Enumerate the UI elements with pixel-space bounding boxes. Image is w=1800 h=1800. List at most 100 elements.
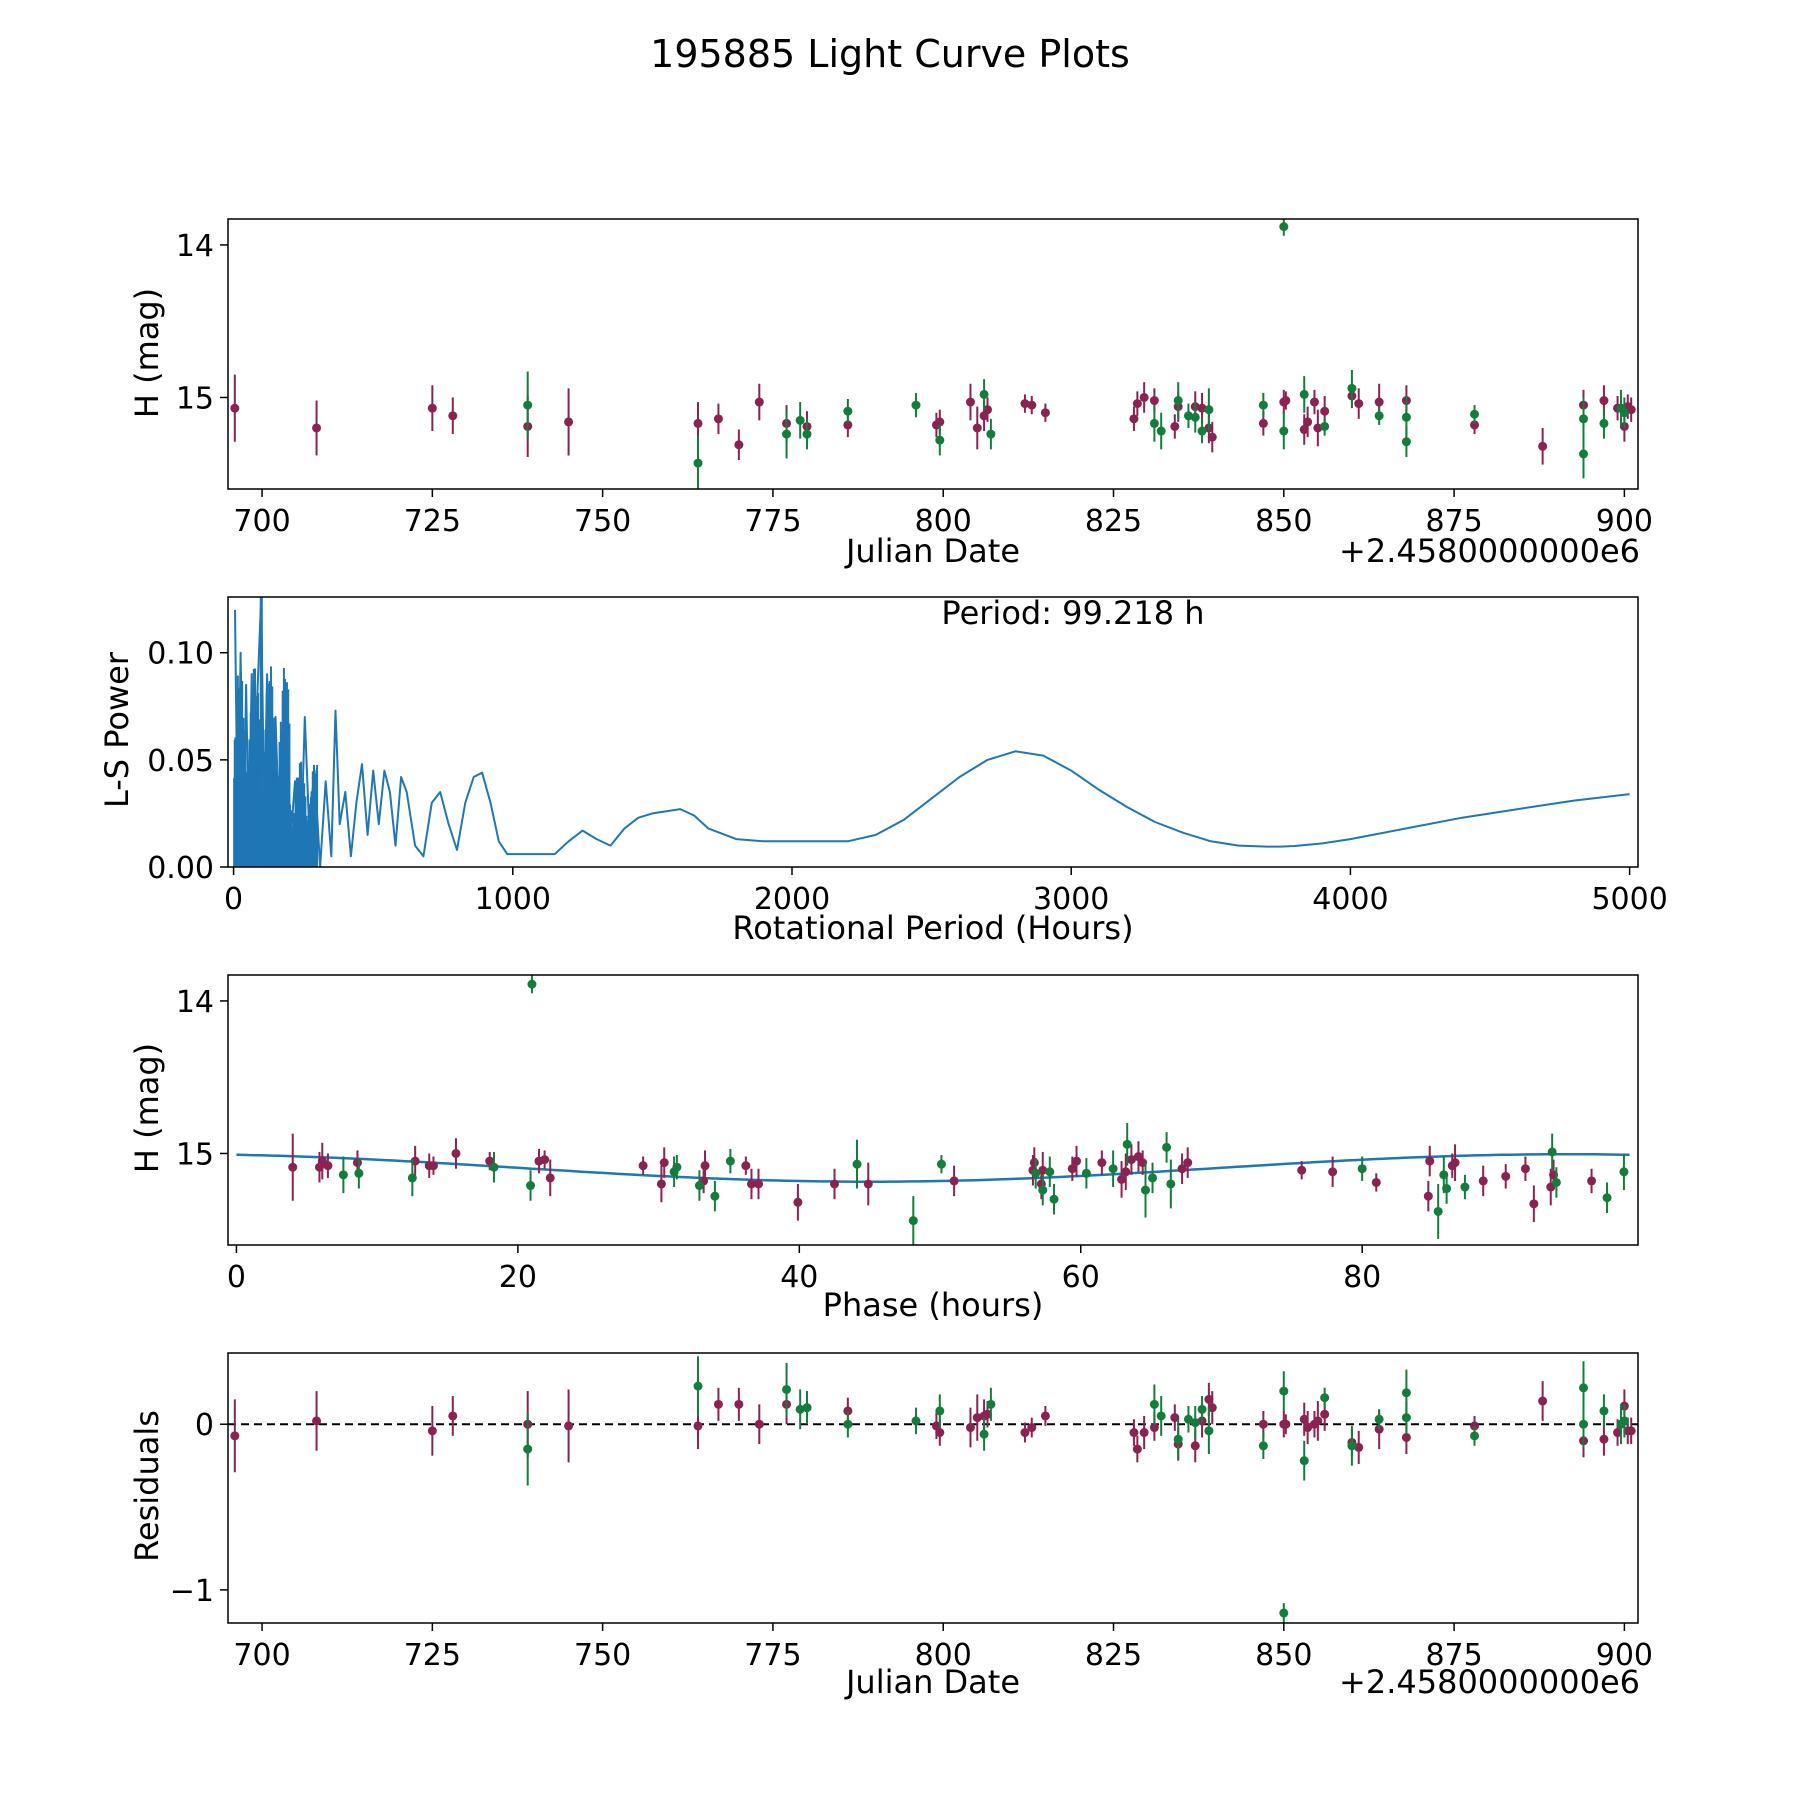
data-point xyxy=(1132,1444,1142,1454)
data-point xyxy=(908,1216,918,1226)
data-point xyxy=(935,1406,945,1416)
data-point xyxy=(1450,1158,1460,1168)
data-point xyxy=(1020,399,1030,409)
y-tick-label: 15 xyxy=(176,1137,214,1172)
data-point xyxy=(1121,1167,1131,1177)
data-point xyxy=(1538,1396,1548,1406)
data-point xyxy=(1148,1173,1158,1183)
series-filter-2 xyxy=(523,1356,1629,1623)
data-point xyxy=(1619,1416,1629,1426)
data-point xyxy=(526,1181,536,1191)
data-point xyxy=(1529,1199,1539,1209)
data-point xyxy=(1599,396,1609,406)
data-point xyxy=(312,1416,322,1426)
phased-curve-frame xyxy=(227,974,1639,1246)
data-point xyxy=(935,417,945,427)
x-tick-label: 725 xyxy=(404,1638,461,1673)
period-annotation: Period: 99.218 h xyxy=(941,594,1204,632)
data-point xyxy=(656,1179,666,1189)
data-point xyxy=(1357,1164,1367,1174)
light-curve-ylabel: H (mag) xyxy=(128,288,166,418)
data-point xyxy=(1197,426,1207,436)
data-point xyxy=(1190,1418,1200,1428)
x-tick-label: 80 xyxy=(1343,1260,1381,1295)
data-point xyxy=(713,1399,723,1409)
data-point xyxy=(1117,1174,1127,1184)
data-point xyxy=(1281,1419,1291,1429)
data-point xyxy=(1320,1409,1330,1419)
data-point xyxy=(564,1421,574,1431)
data-point xyxy=(1320,1393,1330,1403)
data-point xyxy=(1579,1419,1589,1429)
data-point xyxy=(1204,405,1214,415)
data-point xyxy=(1354,1442,1364,1452)
phased-curve-panel: Phase (hours) H (mag) 0 20 40 60 80 15 14 xyxy=(128,974,1639,1324)
figure-title: 195885 Light Curve Plots xyxy=(650,32,1130,76)
data-point xyxy=(793,1197,803,1207)
periodogram-xlabel: Rotational Period (Hours) xyxy=(732,909,1133,947)
data-point xyxy=(931,1421,941,1431)
data-point xyxy=(972,1413,982,1423)
data-point xyxy=(843,406,853,416)
data-point xyxy=(1156,426,1166,436)
data-point xyxy=(795,415,805,425)
series-filter-2 xyxy=(523,219,1629,489)
x-tick-label: 775 xyxy=(744,1638,801,1673)
data-point xyxy=(693,1381,703,1391)
data-point xyxy=(982,1409,992,1419)
data-point xyxy=(1374,397,1384,407)
data-point xyxy=(1401,1432,1411,1442)
periodogram-plot-area xyxy=(233,597,1630,867)
light-curve-xlabel: Julian Date xyxy=(844,532,1020,570)
data-point xyxy=(713,414,723,424)
data-point xyxy=(1258,418,1268,428)
residuals-frame xyxy=(227,1352,1639,1624)
data-point xyxy=(1162,1142,1172,1152)
data-point xyxy=(802,1403,812,1413)
data-point xyxy=(1139,1428,1149,1438)
data-point xyxy=(1027,1423,1037,1433)
data-point xyxy=(1401,1413,1411,1423)
data-point xyxy=(911,1416,921,1426)
data-point xyxy=(1122,1139,1132,1149)
data-point xyxy=(1170,421,1180,431)
data-point xyxy=(1619,1167,1629,1177)
y-tick-label: 14 xyxy=(176,985,214,1020)
data-point xyxy=(1320,406,1330,416)
phased-curve-xlabel: Phase (hours) xyxy=(823,1286,1044,1324)
data-point xyxy=(1166,1179,1176,1189)
data-point xyxy=(1599,418,1609,428)
data-point xyxy=(1279,1608,1289,1618)
data-point xyxy=(352,1158,362,1168)
model-curve xyxy=(236,1152,1630,1183)
light-curve-offset-text: +2.4580000000e6 xyxy=(1339,532,1640,570)
data-point xyxy=(852,1159,862,1169)
data-point xyxy=(1156,1411,1166,1421)
data-point xyxy=(1619,408,1629,418)
data-point xyxy=(965,397,975,407)
data-point xyxy=(659,1158,669,1168)
data-point xyxy=(1478,1176,1488,1186)
data-point xyxy=(1347,1441,1357,1451)
data-point xyxy=(693,458,703,468)
data-point xyxy=(1425,1156,1435,1166)
data-point xyxy=(1173,1434,1183,1444)
data-point xyxy=(1433,1206,1443,1216)
data-point xyxy=(1299,425,1309,435)
data-point xyxy=(1040,1411,1050,1421)
data-point xyxy=(1139,392,1149,402)
data-point xyxy=(782,1384,792,1394)
data-point xyxy=(1170,1413,1180,1423)
x-tick-label: 0 xyxy=(227,1260,246,1295)
x-tick-label: 4000 xyxy=(1312,882,1388,917)
data-point xyxy=(1587,1176,1597,1186)
periodogram-frame xyxy=(227,596,1639,868)
x-tick-label: 800 xyxy=(915,1638,972,1673)
data-point xyxy=(700,1161,710,1171)
data-point xyxy=(1149,1423,1159,1433)
data-point xyxy=(1258,1419,1268,1429)
data-point xyxy=(1401,412,1411,422)
data-point xyxy=(448,1411,458,1421)
data-point xyxy=(1579,449,1589,459)
